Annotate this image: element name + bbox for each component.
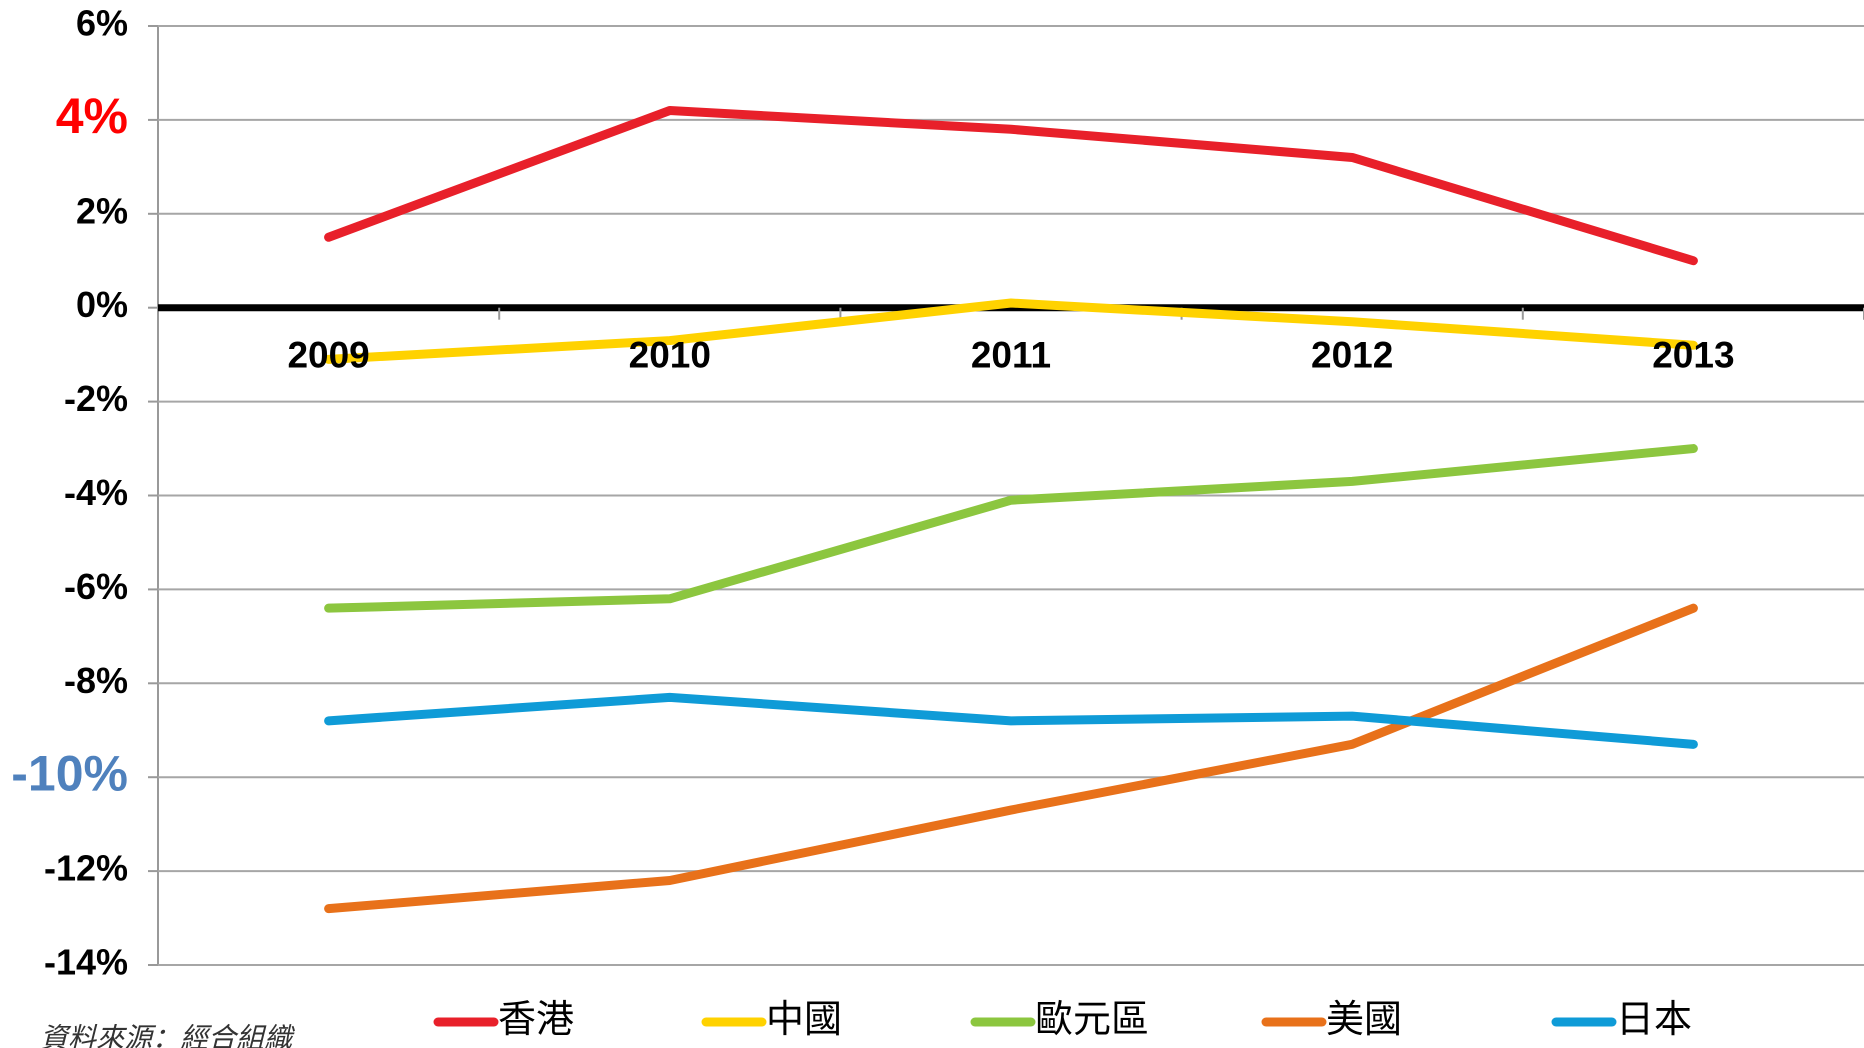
series-line	[329, 697, 1694, 744]
x-tick-label: 2013	[1652, 334, 1734, 375]
legend-label: 日本	[1616, 999, 1692, 1041]
x-tick-label: 2010	[629, 334, 711, 375]
y-tick-label: -4%	[64, 472, 128, 513]
y-tick-label: 6%	[76, 3, 128, 44]
series-line	[329, 608, 1694, 908]
y-tick-label: -12%	[44, 848, 128, 889]
series-line	[329, 111, 1694, 261]
y-tick-label: 2%	[76, 190, 128, 231]
x-tick-label: 2012	[1311, 334, 1393, 375]
source-note: 資料來源：經合組織	[40, 1022, 295, 1048]
legend-label: 中國	[766, 999, 842, 1041]
legend-label: 歐元區	[1035, 999, 1149, 1041]
series-line	[329, 449, 1694, 609]
y-tick-label: -14%	[44, 942, 128, 983]
x-tick-label: 2009	[287, 334, 369, 375]
x-tick-label: 2011	[971, 334, 1051, 375]
y-tick-label: -2%	[64, 378, 128, 419]
y-tick-label: -6%	[64, 566, 128, 607]
y-tick-label: -8%	[64, 660, 128, 701]
y-tick-label: 4%	[56, 88, 128, 144]
y-tick-label: -10%	[11, 745, 128, 801]
legend-label: 香港	[498, 999, 574, 1041]
legend-label: 美國	[1326, 999, 1402, 1041]
y-tick-label: 0%	[76, 284, 128, 325]
chart: 資料來源：經合組織 -14% -12% -10% -8% -6% -4% -2% 0% 2% 4%…	[0, 0, 1864, 1048]
